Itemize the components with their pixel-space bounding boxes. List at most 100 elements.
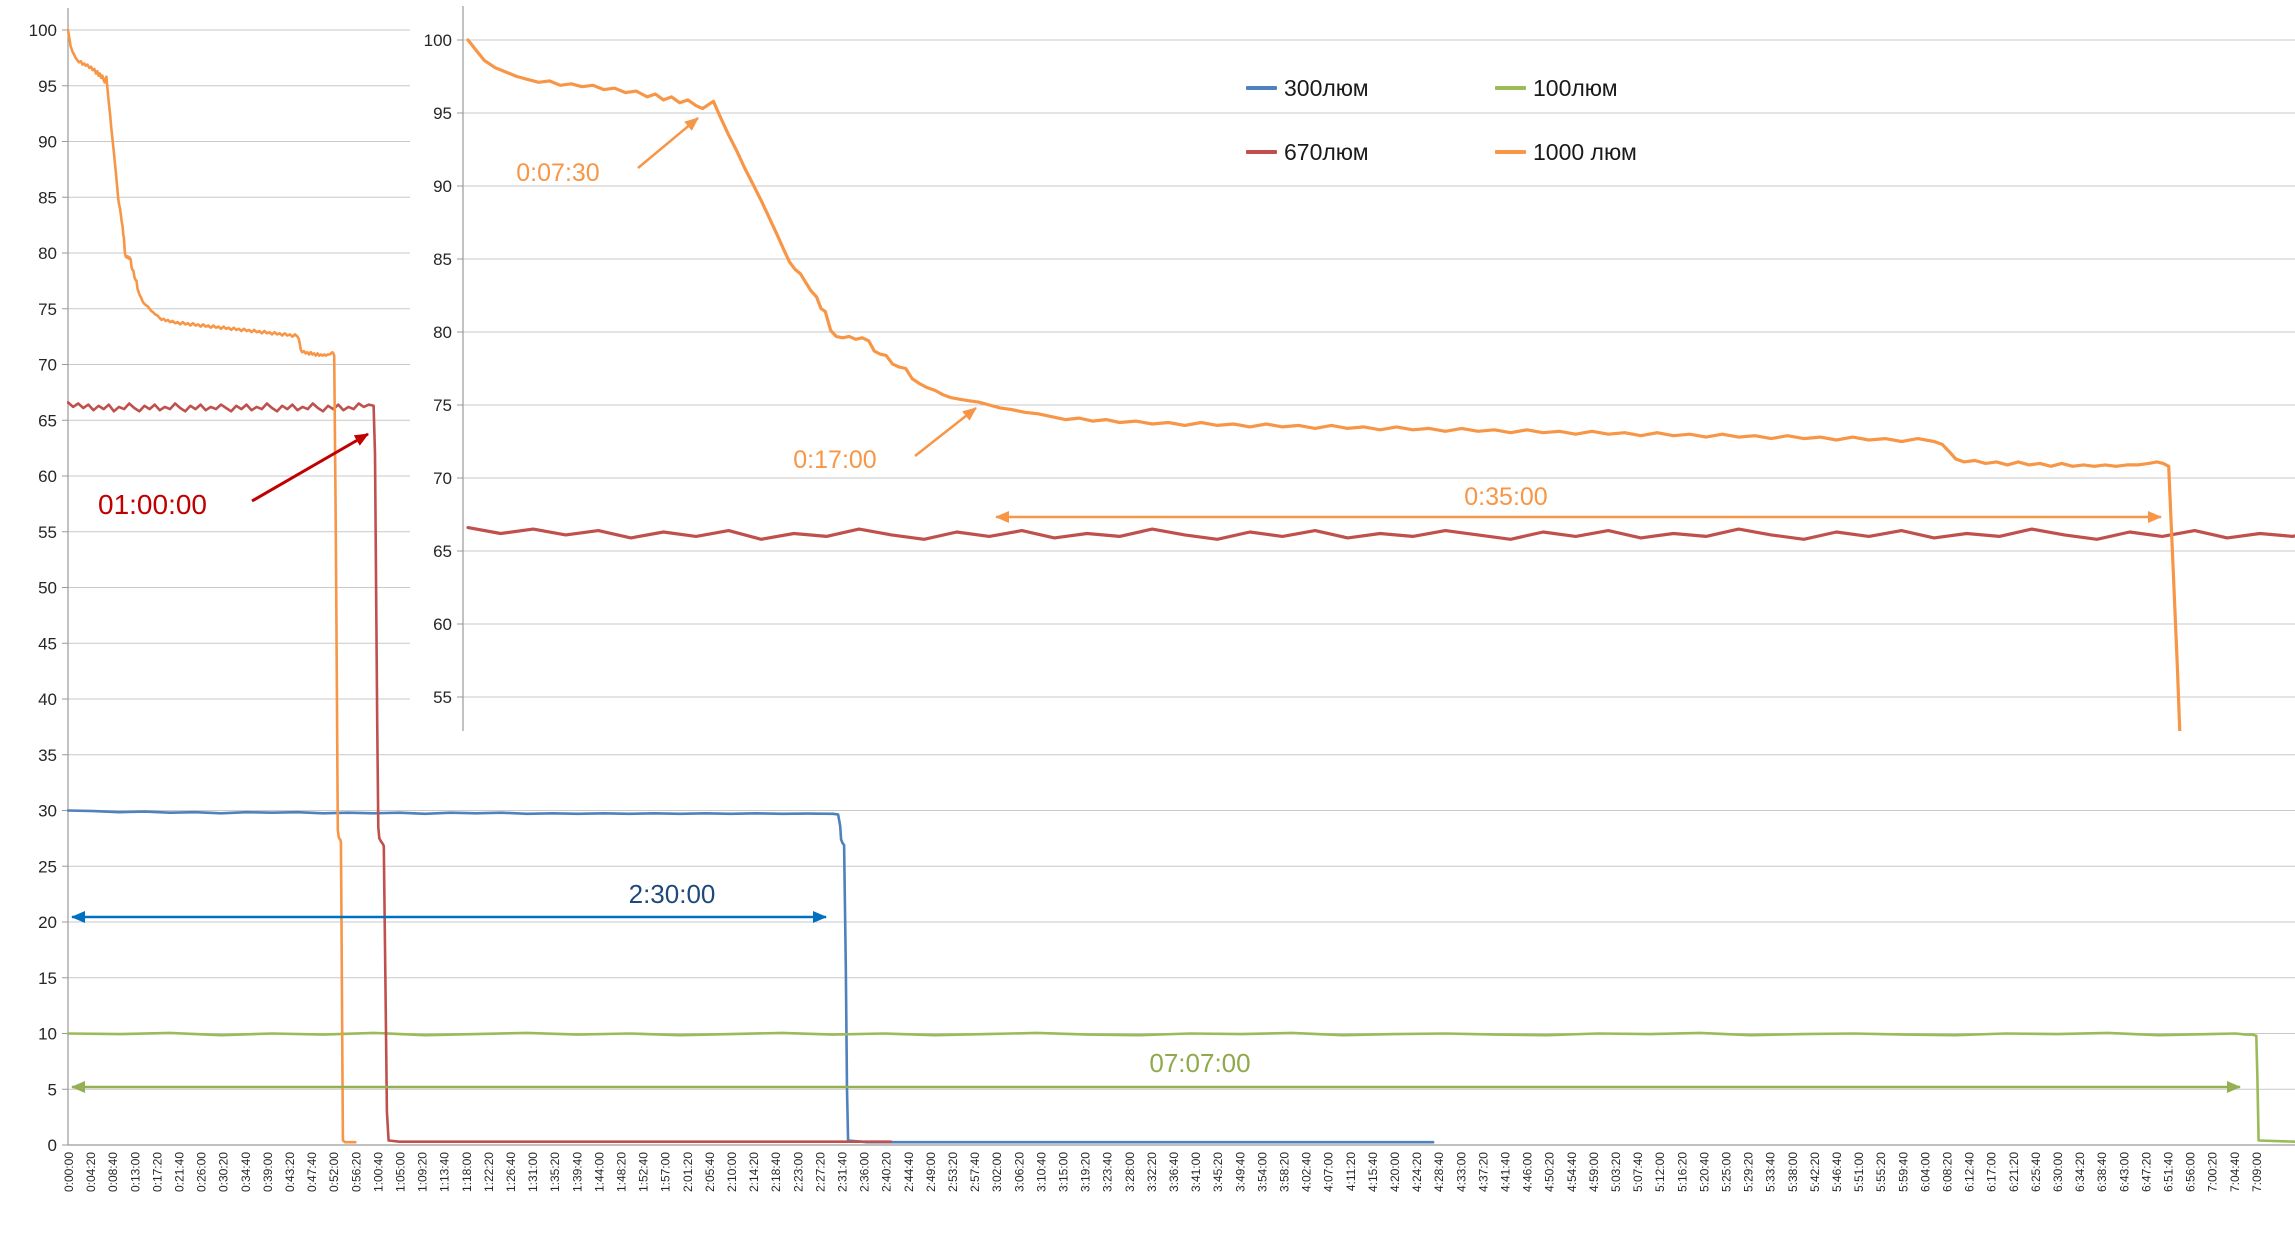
- main-x-axis-label: 6:43:00: [2117, 1152, 2131, 1192]
- legend-item-300lum: 300люм: [1246, 74, 1369, 102]
- main-x-axis-label: 4:02:40: [1300, 1152, 1314, 1192]
- main-series-lines: [67, 28, 2295, 1144]
- legend-label-670lum: 670люм: [1284, 138, 1369, 165]
- main-x-axis-label: 4:50:20: [1543, 1152, 1557, 1192]
- inset-series-line-1000 люм: [466, 38, 2182, 731]
- main-x-axis-label: 7:04:40: [2228, 1152, 2242, 1192]
- inset-series-line-670люм: [466, 525, 2295, 541]
- main-y-axis-label: 10: [38, 1025, 57, 1044]
- main-x-axis-label: 3:49:40: [1233, 1152, 1247, 1192]
- main-y-axis-label: 45: [38, 634, 57, 653]
- main-x-axis-label: 0:52:00: [327, 1152, 341, 1192]
- main-x-axis-label: 2:05:40: [703, 1152, 717, 1192]
- main-x-axis-label: 4:59:00: [1587, 1152, 1601, 1192]
- inset-y-axis-labels: 55 60 65 70 75 80 85 90 95 100: [424, 31, 452, 707]
- main-x-axis-label: 5:16:20: [1675, 1152, 1689, 1192]
- main-x-axis-label: 6:38:40: [2095, 1152, 2109, 1192]
- main-x-axis-label: 0:47:40: [305, 1152, 319, 1192]
- main-x-axis-label: 3:41:00: [1189, 1152, 1203, 1192]
- main-x-axis-label: 3:58:20: [1278, 1152, 1292, 1192]
- inset-chart: 55 60 65 70 75 80 85 90 95 100 0:07:30 0:17:00 0:…: [424, 6, 2295, 731]
- main-x-axis-label: 2:31:40: [836, 1152, 850, 1192]
- main-y-axis-label: 85: [38, 188, 57, 207]
- main-x-axis-label: 0:00:00: [62, 1152, 76, 1192]
- main-x-axis-label: 5:59:40: [1896, 1152, 1910, 1192]
- main-x-axis-label: 0:39:00: [261, 1152, 275, 1192]
- red-annotation-label: 01:00:00: [98, 489, 207, 520]
- main-x-axis-label: 6:47:20: [2139, 1152, 2153, 1192]
- main-x-axis-label: 2:36:00: [858, 1152, 872, 1192]
- main-x-axis-label: 4:28:40: [1432, 1152, 1446, 1192]
- inset-y-axis-label: 95: [433, 104, 452, 123]
- inset-peak-arrow: [637, 117, 699, 169]
- main-y-axis-label: 20: [38, 913, 57, 932]
- main-x-axis-label: 2:53:20: [946, 1152, 960, 1192]
- main-x-axis-label: 4:11:20: [1344, 1152, 1358, 1191]
- series-line-1000 люм: [67, 28, 357, 1144]
- inset-y-axis-label: 70: [433, 469, 452, 488]
- inset-y-axis-label: 85: [433, 250, 452, 269]
- main-x-axis-label: 1:44:00: [592, 1152, 606, 1192]
- main-x-axis-label: 3:06:20: [1012, 1152, 1026, 1192]
- main-x-axis-label: 0:04:20: [84, 1152, 98, 1192]
- main-y-axis-label: 0: [48, 1136, 57, 1155]
- inset-series-lines: [466, 38, 2295, 731]
- inset-y-axis-label: 60: [433, 615, 452, 634]
- inset-y-axis-label: 55: [433, 688, 452, 707]
- main-x-axis-label: 6:30:00: [2051, 1152, 2065, 1192]
- main-x-axis-label: 5:51:00: [1852, 1152, 1866, 1192]
- main-x-axis-label: 2:49:00: [924, 1152, 938, 1192]
- annotation-inset-peak: 0:07:30: [516, 117, 699, 187]
- main-x-axis-label: 3:19:20: [1079, 1152, 1093, 1192]
- main-x-axis-label: 0:34:40: [239, 1152, 253, 1192]
- main-x-axis-label: 1:57:00: [659, 1152, 673, 1192]
- main-x-axis-label: 4:24:20: [1410, 1152, 1424, 1192]
- series-line-100люм: [67, 1031, 2295, 1143]
- main-x-axis-label: 0:56:20: [349, 1152, 363, 1192]
- legend-swatch-100lum: [1495, 86, 1526, 90]
- blue-duration-label: 2:30:00: [629, 879, 716, 909]
- main-x-axis-label: 7:00:20: [2206, 1152, 2220, 1192]
- main-x-axis-label: 6:21:20: [2007, 1152, 2021, 1192]
- legend-swatch-670lum: [1246, 150, 1277, 154]
- main-x-axis-label: 1:00:40: [371, 1152, 385, 1192]
- main-x-axis-label: 4:33:00: [1454, 1152, 1468, 1192]
- main-y-axis-label: 50: [38, 579, 57, 598]
- main-x-axis-label: 3:32:20: [1145, 1152, 1159, 1192]
- legend-label-300lum: 300люм: [1284, 74, 1369, 101]
- main-x-axis-label: 3:28:00: [1123, 1152, 1137, 1192]
- main-x-axis-label: 6:12:40: [1963, 1152, 1977, 1192]
- main-y-axis-label: 75: [38, 300, 57, 319]
- inset-y-axis-label: 75: [433, 396, 452, 415]
- main-x-axis-label: 5:12:00: [1653, 1152, 1667, 1192]
- main-x-axis-label: 5:33:40: [1764, 1152, 1778, 1192]
- inset-axes: [457, 6, 464, 731]
- main-x-axis-label: 0:26:00: [195, 1152, 209, 1192]
- main-x-axis-label: 4:37:20: [1476, 1152, 1490, 1192]
- main-x-axis-label: 6:04:00: [1918, 1152, 1932, 1192]
- main-x-axis-label: 0:08:40: [106, 1152, 120, 1192]
- main-x-axis-label: 2:40:20: [880, 1152, 894, 1192]
- main-x-axis-label: 0:21:40: [173, 1152, 187, 1192]
- inset-plateau-label: 0:35:00: [1464, 483, 1547, 511]
- main-y-axis-label: 15: [38, 969, 57, 988]
- main-x-axis-label: 4:54:40: [1565, 1152, 1579, 1192]
- main-x-axis-label: 3:02:00: [990, 1152, 1004, 1192]
- main-y-axis-label: 70: [38, 356, 57, 375]
- inset-y-axis-label: 65: [433, 542, 452, 561]
- main-x-axis-label: 1:31:00: [526, 1152, 540, 1192]
- main-y-axis-label: 5: [48, 1080, 57, 1099]
- main-y-axis-label: 25: [38, 857, 57, 876]
- main-x-axis-label: 3:23:40: [1101, 1152, 1115, 1192]
- main-y-axis-label: 80: [38, 244, 57, 263]
- main-x-axis-label: 4:46:00: [1521, 1152, 1535, 1192]
- main-x-axis-label: 4:41:40: [1499, 1152, 1513, 1192]
- main-y-axis-label: 65: [38, 411, 57, 430]
- main-x-axis-label: 3:36:40: [1167, 1152, 1181, 1192]
- legend-swatch-1000lum: [1495, 150, 1526, 154]
- main-x-axis-label: 2:44:40: [902, 1152, 916, 1192]
- main-x-axis-label: 1:39:40: [570, 1152, 584, 1192]
- main-x-axis-label: 5:55:20: [1874, 1152, 1888, 1192]
- inset-knee-arrow: [914, 407, 977, 457]
- legend-label-100lum: 100люм: [1533, 74, 1618, 101]
